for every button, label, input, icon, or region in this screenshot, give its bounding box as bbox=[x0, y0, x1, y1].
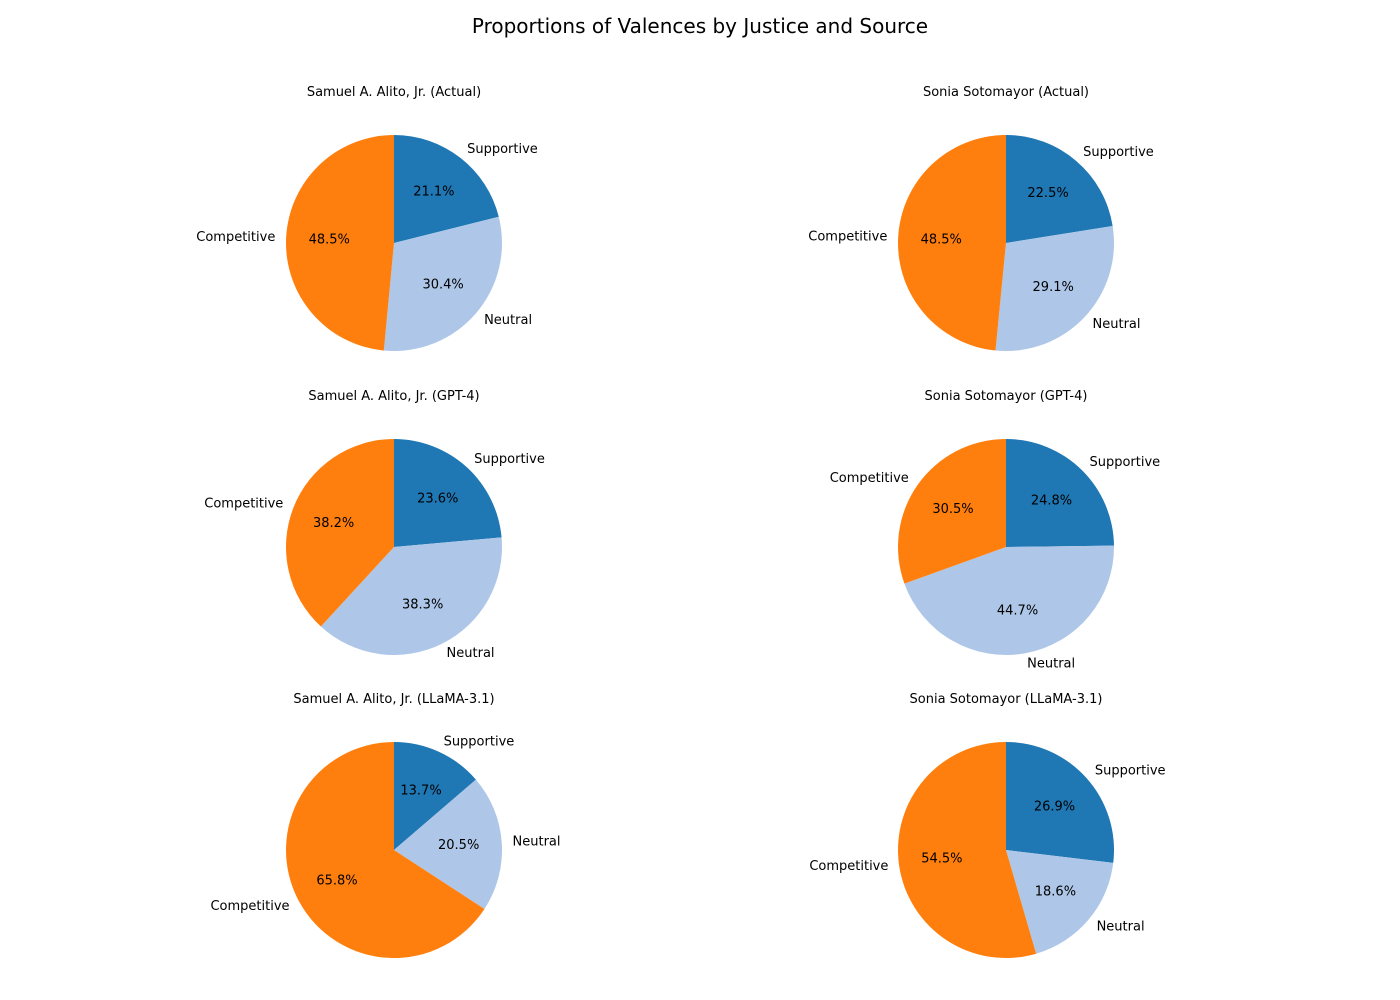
slice-label-supportive: Supportive bbox=[1095, 764, 1166, 779]
pie-slice-neutral bbox=[904, 545, 1114, 655]
pie-slice-competitive bbox=[286, 742, 485, 958]
slice-label-neutral: Neutral bbox=[513, 835, 561, 850]
pie-slice-supportive bbox=[1006, 742, 1114, 863]
slice-percent-competitive: 38.2% bbox=[313, 516, 354, 531]
slice-percent-competitive: 54.5% bbox=[921, 852, 962, 867]
slice-label-supportive: Supportive bbox=[474, 452, 545, 467]
pie-title: Samuel A. Alito, Jr. (Actual) bbox=[307, 85, 481, 100]
slice-label-competitive: Competitive bbox=[830, 471, 909, 486]
pie-title: Samuel A. Alito, Jr. (GPT-4) bbox=[308, 389, 479, 404]
slice-label-competitive: Competitive bbox=[809, 859, 888, 874]
pie-chart-2: Samuel A. Alito, Jr. (GPT-4) Supportive 23… bbox=[204, 389, 545, 661]
pie-slice-supportive bbox=[1006, 439, 1114, 547]
slice-label-supportive: Supportive bbox=[1083, 145, 1154, 160]
pie-chart-1: Sonia Sotomayor (Actual) Supportive 22.5% N… bbox=[808, 85, 1154, 351]
slice-label-competitive: Competitive bbox=[204, 496, 283, 511]
slice-label-supportive: Supportive bbox=[1089, 455, 1160, 470]
slice-label-competitive: Competitive bbox=[808, 230, 887, 245]
pie-chart-5: Sonia Sotomayor (LLaMA-3.1) Supportive 26.… bbox=[809, 692, 1166, 958]
pie-slice-supportive bbox=[394, 135, 499, 243]
slice-percent-competitive: 30.5% bbox=[932, 502, 973, 517]
slice-label-neutral: Neutral bbox=[484, 313, 532, 328]
slice-percent-neutral: 20.5% bbox=[438, 838, 479, 853]
slice-percent-supportive: 22.5% bbox=[1027, 186, 1068, 201]
slice-percent-supportive: 26.9% bbox=[1034, 799, 1075, 814]
pie-slice-neutral bbox=[1006, 850, 1114, 954]
slice-percent-competitive: 65.8% bbox=[316, 873, 357, 888]
slice-label-neutral: Neutral bbox=[1093, 317, 1141, 332]
pie-chart-0: Samuel A. Alito, Jr. (Actual) Supportive 2… bbox=[196, 85, 538, 352]
pie-chart-3: Sonia Sotomayor (GPT-4) Supportive 24.8% Ne… bbox=[830, 389, 1160, 671]
pie-slice-supportive bbox=[394, 742, 476, 850]
pie-slice-competitive bbox=[898, 135, 1006, 351]
slice-percent-supportive: 24.8% bbox=[1031, 493, 1072, 508]
pie-slice-competitive bbox=[285, 134, 394, 351]
slice-label-supportive: Supportive bbox=[444, 735, 515, 750]
slice-percent-neutral: 44.7% bbox=[997, 603, 1038, 618]
pie-slice-neutral bbox=[394, 779, 503, 910]
pie-chart-4: Samuel A. Alito, Jr. (LLaMA-3.1) Supporti… bbox=[210, 692, 561, 958]
slice-percent-neutral: 30.4% bbox=[422, 278, 463, 293]
pie-title: Samuel A. Alito, Jr. (LLaMA-3.1) bbox=[293, 692, 494, 707]
slice-percent-neutral: 38.3% bbox=[402, 598, 443, 613]
pie-title: Sonia Sotomayor (Actual) bbox=[923, 85, 1089, 100]
figure-title: Proportions of Valences by Justice and S… bbox=[471, 14, 929, 38]
slice-percent-supportive: 23.6% bbox=[417, 492, 458, 507]
slice-percent-competitive: 48.5% bbox=[309, 232, 350, 247]
pie-slice-neutral bbox=[995, 225, 1114, 351]
pie-slice-competitive bbox=[898, 439, 1006, 584]
slice-percent-supportive: 13.7% bbox=[400, 784, 441, 799]
pie-slice-neutral bbox=[383, 216, 503, 352]
pie-slice-competitive bbox=[286, 439, 394, 627]
slice-label-competitive: Competitive bbox=[210, 899, 289, 914]
pie-slice-neutral bbox=[320, 537, 502, 655]
pie-slice-competitive bbox=[898, 742, 1037, 958]
pie-slice-supportive bbox=[1006, 135, 1113, 243]
slice-label-supportive: Supportive bbox=[467, 142, 538, 157]
slice-label-competitive: Competitive bbox=[196, 230, 275, 245]
pie-title: Sonia Sotomayor (GPT-4) bbox=[925, 389, 1088, 404]
slice-percent-neutral: 18.6% bbox=[1035, 884, 1076, 899]
slice-percent-neutral: 29.1% bbox=[1033, 280, 1074, 295]
slice-label-neutral: Neutral bbox=[1097, 919, 1145, 934]
slice-percent-competitive: 48.5% bbox=[921, 232, 962, 247]
slice-label-neutral: Neutral bbox=[447, 646, 495, 661]
slice-label-neutral: Neutral bbox=[1027, 656, 1075, 671]
pie-slice-supportive bbox=[394, 439, 502, 547]
slice-percent-supportive: 21.1% bbox=[413, 184, 454, 199]
pie-title: Sonia Sotomayor (LLaMA-3.1) bbox=[910, 692, 1103, 707]
